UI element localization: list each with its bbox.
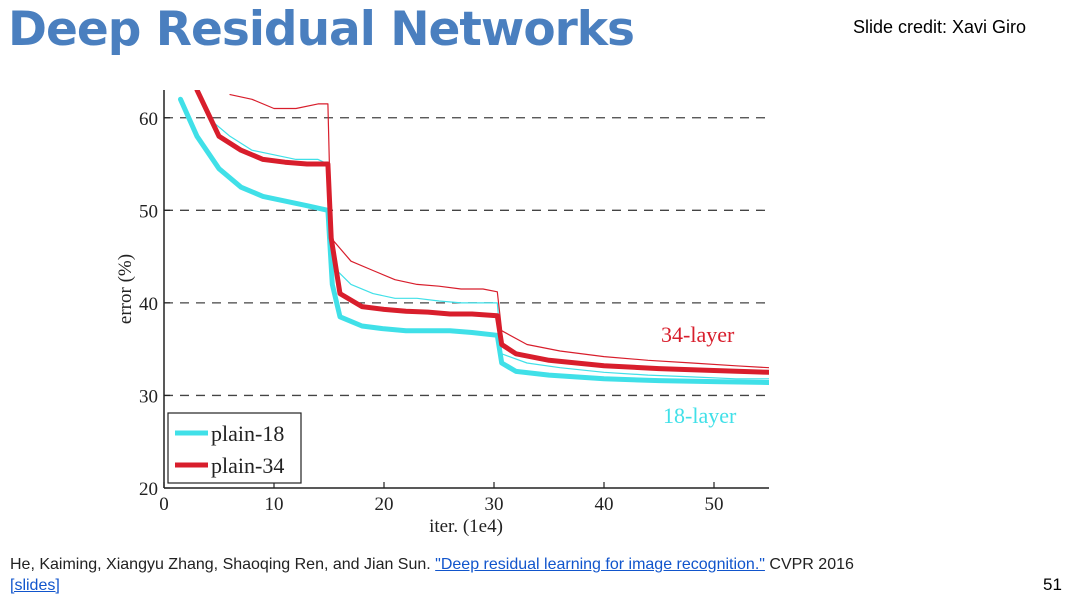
y-tick-label: 50 xyxy=(139,201,158,222)
x-axis-label: iter. (1e4) xyxy=(429,516,503,537)
legend-label-plain-34: plain-34 xyxy=(211,453,284,478)
x-tick-label: 30 xyxy=(485,494,504,515)
legend: plain-18 plain-34 xyxy=(167,412,302,484)
x-tick-label: 40 xyxy=(595,494,614,515)
y-tick-label: 20 xyxy=(139,479,158,500)
y-axis-label: error (%) xyxy=(115,254,136,324)
annotation-18-layer: 18-layer xyxy=(663,403,737,428)
citation: He, Kaiming, Xiangyu Zhang, Shaoqing Ren… xyxy=(10,554,854,596)
x-tick-label: 50 xyxy=(705,494,724,515)
slide-number: 51 xyxy=(1043,575,1062,594)
citation-venue: CVPR 2016 xyxy=(769,556,854,573)
x-tick-label: 10 xyxy=(265,494,284,515)
slide-title: Deep Residual Networks xyxy=(8,2,635,57)
series-line-plain-18-train xyxy=(207,117,769,380)
slide-credit: Slide credit: Xavi Giro xyxy=(853,17,1027,37)
series-line-plain-34-train xyxy=(229,93,769,369)
series-line-plain-34 xyxy=(194,90,769,375)
legend-box xyxy=(167,412,302,484)
error-chart: 20 30 40 50 60 0 10 20 30 40 50 iter. (1e4) error … xyxy=(115,90,769,537)
legend-label-plain-18: plain-18 xyxy=(211,421,284,446)
annotation-34-layer: 34-layer xyxy=(661,322,735,347)
slides-link[interactable]: [slides] xyxy=(10,577,60,594)
x-tick-label: 20 xyxy=(375,494,394,515)
y-tick-label: 30 xyxy=(139,386,158,407)
citation-authors: He, Kaiming, Xiangyu Zhang, Shaoqing Ren… xyxy=(10,556,431,573)
y-tick-label: 40 xyxy=(139,294,158,315)
y-tick-label: 60 xyxy=(139,109,158,130)
x-tick-label: 0 xyxy=(159,494,169,515)
paper-link[interactable]: "Deep residual learning for image recogn… xyxy=(435,556,765,573)
series-line-plain-18 xyxy=(178,96,769,385)
